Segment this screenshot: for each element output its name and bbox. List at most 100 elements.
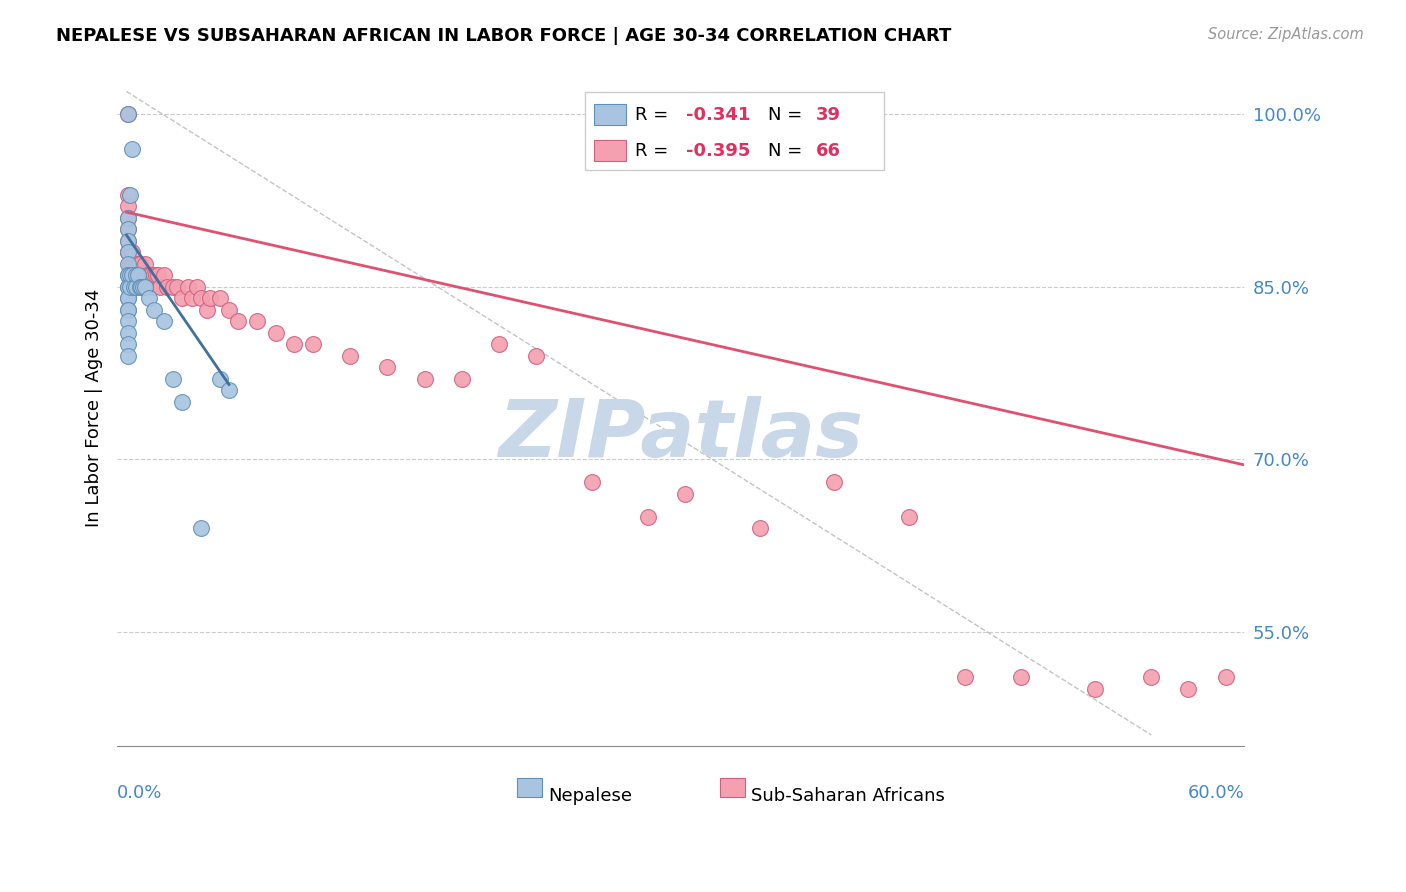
Point: [156, 280, 179, 294]
Text: ZIPatlas: ZIPatlas: [498, 395, 863, 474]
Point: [117, 302, 139, 317]
Point: [283, 337, 305, 351]
Point: [142, 280, 165, 294]
Point: [120, 280, 142, 294]
Text: Sub-Saharan Africans: Sub-Saharan Africans: [751, 787, 945, 805]
Point: [1177, 681, 1199, 696]
Point: [127, 268, 149, 283]
Point: [121, 245, 143, 260]
Point: [339, 349, 361, 363]
Point: [125, 257, 148, 271]
Point: [162, 372, 184, 386]
Point: [128, 280, 150, 294]
Point: [824, 475, 846, 490]
Text: 39: 39: [815, 105, 841, 124]
Point: [1140, 671, 1163, 685]
Point: [117, 245, 139, 260]
Point: [117, 280, 139, 294]
Point: [120, 257, 142, 271]
Point: [121, 268, 143, 283]
Point: [117, 222, 139, 236]
Point: [413, 372, 436, 386]
Point: [138, 268, 160, 283]
Bar: [720, 779, 745, 797]
Point: [143, 268, 166, 283]
Point: [117, 234, 139, 248]
Point: [125, 280, 148, 294]
Point: [152, 268, 174, 283]
Point: [134, 257, 156, 271]
Point: [749, 521, 772, 535]
Point: [117, 291, 139, 305]
Point: [264, 326, 287, 340]
Text: R =: R =: [634, 105, 673, 124]
Bar: [517, 779, 543, 797]
Point: [128, 257, 150, 271]
Point: [637, 509, 659, 524]
Point: [143, 302, 166, 317]
Point: [117, 107, 139, 121]
FancyBboxPatch shape: [585, 92, 883, 170]
Point: [127, 257, 149, 271]
Text: R =: R =: [634, 142, 673, 160]
Point: [1010, 671, 1032, 685]
Point: [208, 372, 231, 386]
Point: [121, 142, 143, 156]
Point: [375, 360, 398, 375]
Point: [117, 211, 139, 225]
Y-axis label: In Labor Force | Age 30-34: In Labor Force | Age 30-34: [86, 288, 103, 526]
Point: [152, 314, 174, 328]
Point: [121, 257, 143, 271]
Point: [122, 257, 145, 271]
Point: [166, 280, 188, 294]
Text: Nepalese: Nepalese: [548, 787, 631, 805]
Point: [117, 302, 139, 317]
Point: [581, 475, 603, 490]
Point: [117, 257, 139, 271]
Point: [226, 314, 249, 328]
Text: 60.0%: 60.0%: [1188, 784, 1244, 802]
Point: [131, 280, 153, 294]
Point: [1084, 681, 1107, 696]
Point: [195, 302, 218, 317]
Point: [218, 302, 240, 317]
Point: [125, 268, 148, 283]
Text: 0.0%: 0.0%: [117, 784, 163, 802]
Point: [117, 326, 139, 340]
Bar: [593, 104, 626, 125]
Point: [162, 280, 184, 294]
Point: [131, 268, 153, 283]
Point: [450, 372, 472, 386]
Point: [117, 314, 139, 328]
Text: NEPALESE VS SUBSAHARAN AFRICAN IN LABOR FORCE | AGE 30-34 CORRELATION CHART: NEPALESE VS SUBSAHARAN AFRICAN IN LABOR …: [56, 27, 952, 45]
Point: [117, 222, 139, 236]
Bar: [593, 140, 626, 161]
Point: [122, 280, 145, 294]
Point: [125, 268, 148, 283]
Point: [190, 291, 212, 305]
Point: [132, 268, 155, 283]
Point: [1215, 671, 1237, 685]
Text: N =: N =: [768, 105, 807, 124]
Text: -0.395: -0.395: [686, 142, 751, 160]
Text: Source: ZipAtlas.com: Source: ZipAtlas.com: [1208, 27, 1364, 42]
Point: [117, 199, 139, 213]
Point: [117, 188, 139, 202]
Point: [120, 257, 142, 271]
Point: [117, 245, 139, 260]
Point: [301, 337, 323, 351]
Point: [139, 268, 162, 283]
Text: N =: N =: [768, 142, 807, 160]
Point: [180, 291, 202, 305]
Point: [120, 268, 142, 283]
Point: [246, 314, 269, 328]
Point: [127, 268, 149, 283]
Point: [148, 268, 170, 283]
Point: [117, 107, 139, 121]
Point: [117, 245, 139, 260]
Text: -0.341: -0.341: [686, 105, 751, 124]
Text: 66: 66: [815, 142, 841, 160]
Point: [172, 291, 194, 305]
Point: [132, 280, 155, 294]
Point: [186, 280, 208, 294]
